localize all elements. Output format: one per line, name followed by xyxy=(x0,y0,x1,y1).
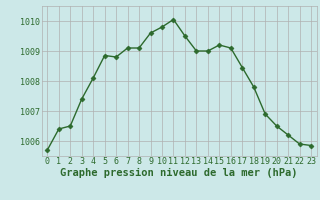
X-axis label: Graphe pression niveau de la mer (hPa): Graphe pression niveau de la mer (hPa) xyxy=(60,168,298,178)
